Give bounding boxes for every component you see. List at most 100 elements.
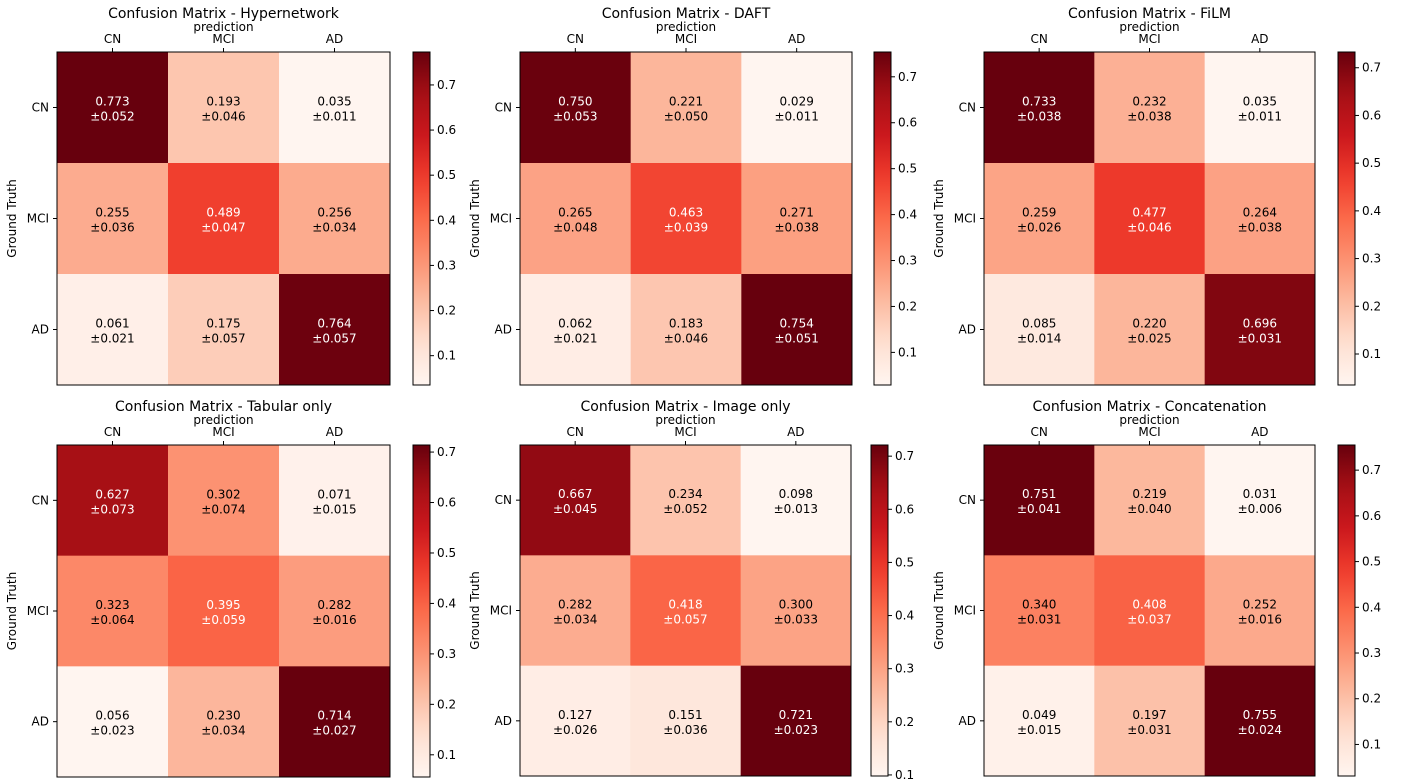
cell-value-label: 0.395 xyxy=(206,598,240,612)
x-axis-label: prediction xyxy=(1119,20,1179,34)
colorbar-tick-label: 0.3 xyxy=(437,647,456,661)
cell-std-label: ±0.027 xyxy=(312,724,356,738)
cell-value-label: 0.220 xyxy=(1132,317,1166,331)
y-tick-label: CN xyxy=(32,493,49,507)
colorbar-tick-label: 0.2 xyxy=(437,304,456,318)
cell-value-label: 0.232 xyxy=(1132,95,1166,109)
heatmap-cell xyxy=(1204,555,1316,667)
heatmap-cell xyxy=(630,555,742,667)
cell-value-label: 0.259 xyxy=(1022,206,1056,220)
cell-std-label: ±0.045 xyxy=(553,502,597,516)
cell-std-label: ±0.011 xyxy=(312,110,356,124)
cell-value-label: 0.764 xyxy=(317,317,351,331)
colorbar-tick-label: 0.4 xyxy=(895,609,914,623)
colorbar-tick-label: 0.1 xyxy=(898,345,917,359)
cell-value-label: 0.127 xyxy=(558,708,592,722)
cell-value-label: 0.271 xyxy=(779,206,813,220)
cell-std-label: ±0.057 xyxy=(663,613,707,627)
cell-value-label: 0.282 xyxy=(558,598,592,612)
cell-value-label: 0.282 xyxy=(317,598,351,612)
x-tick-label: CN xyxy=(104,425,121,439)
y-axis-label: Ground Truth xyxy=(932,571,946,649)
y-axis-label: Ground Truth xyxy=(932,179,946,257)
cell-value-label: 0.463 xyxy=(669,206,703,220)
cell-std-label: ±0.021 xyxy=(553,332,597,346)
heatmap-cell xyxy=(168,666,280,778)
y-tick-label: MCI xyxy=(954,604,976,618)
heatmap-cell xyxy=(279,52,391,164)
y-tick-label: AD xyxy=(959,323,976,337)
y-tick-label: CN xyxy=(495,101,512,115)
y-tick-label: CN xyxy=(959,493,976,507)
cell-value-label: 0.056 xyxy=(95,709,129,723)
cell-std-label: ±0.011 xyxy=(1238,110,1282,124)
heatmap-cell xyxy=(1204,163,1316,275)
heatmap-cell xyxy=(1094,555,1206,667)
chart-title: Confusion Matrix - Tabular only xyxy=(115,399,332,415)
heatmap-cell xyxy=(279,666,391,778)
cell-value-label: 0.061 xyxy=(95,317,129,331)
cell-std-label: ±0.016 xyxy=(1238,613,1282,627)
chart-title: Confusion Matrix - Concatenation xyxy=(1033,399,1267,415)
heatmap-cell xyxy=(1204,665,1316,777)
x-tick-label: AD xyxy=(787,425,804,439)
x-tick-label: CN xyxy=(104,32,121,46)
cell-value-label: 0.714 xyxy=(317,709,351,723)
cell-std-label: ±0.015 xyxy=(1017,723,1061,737)
heatmap-cell xyxy=(520,555,631,667)
cell-value-label: 0.098 xyxy=(779,487,813,501)
colorbar-tick-label: 0.6 xyxy=(1362,509,1381,523)
cell-std-label: ±0.038 xyxy=(1238,221,1282,235)
heatmap-cell xyxy=(630,665,742,777)
colorbar xyxy=(412,51,431,386)
colorbar-tick-label: 0.6 xyxy=(1362,108,1381,122)
heatmap-cell xyxy=(630,274,742,386)
heatmap-cell xyxy=(984,445,1095,556)
heatmap-panel-1: Confusion Matrix - Hypernetworkpredictio… xyxy=(5,6,456,386)
cell-std-label: ±0.011 xyxy=(774,110,818,124)
cell-value-label: 0.031 xyxy=(1243,487,1277,501)
y-tick-label: CN xyxy=(495,493,512,507)
x-tick-label: CN xyxy=(1030,425,1047,439)
heatmap-cell xyxy=(984,665,1095,777)
heatmap-cell xyxy=(984,52,1095,164)
cell-value-label: 0.035 xyxy=(317,95,351,109)
colorbar-tick-label: 0.6 xyxy=(437,123,456,137)
colorbar-tick-label: 0.4 xyxy=(898,208,917,222)
heatmap-cell xyxy=(741,52,853,164)
x-axis-label: prediction xyxy=(193,413,253,427)
x-tick-label: MCI xyxy=(212,32,234,46)
cell-value-label: 0.773 xyxy=(95,95,129,109)
cell-value-label: 0.477 xyxy=(1132,206,1166,220)
x-tick-label: CN xyxy=(1030,32,1047,46)
colorbar-tick-label: 0.3 xyxy=(1362,252,1381,266)
cell-std-label: ±0.031 xyxy=(1127,723,1171,737)
colorbar-tick-label: 0.1 xyxy=(1362,347,1381,361)
colorbar-tick-label: 0.7 xyxy=(898,70,917,84)
heatmap-cell xyxy=(1094,665,1206,777)
colorbar-tick-label: 0.7 xyxy=(1362,463,1381,477)
cell-value-label: 0.265 xyxy=(558,206,592,220)
heatmap-cell xyxy=(520,665,631,777)
y-tick-label: CN xyxy=(959,101,976,115)
x-axis-label: prediction xyxy=(655,413,715,427)
cell-std-label: ±0.046 xyxy=(664,332,708,346)
heatmap-cell xyxy=(984,274,1095,386)
colorbar-tick-label: 0.5 xyxy=(895,555,914,569)
heatmap-cell xyxy=(57,555,169,667)
y-tick-label: AD xyxy=(495,714,512,728)
heatmap-cell xyxy=(168,445,280,557)
cell-value-label: 0.302 xyxy=(206,487,240,501)
colorbar xyxy=(1337,51,1356,386)
y-tick-label: MCI xyxy=(27,212,49,226)
x-axis-label: prediction xyxy=(656,20,716,34)
heatmap-cell xyxy=(740,555,852,667)
heatmap-cell xyxy=(740,445,852,556)
chart-title: Confusion Matrix - FiLM xyxy=(1068,6,1231,22)
colorbar-tick-label: 0.2 xyxy=(1362,692,1381,706)
heatmap-cell xyxy=(630,445,742,556)
cell-std-label: ±0.034 xyxy=(312,221,356,235)
